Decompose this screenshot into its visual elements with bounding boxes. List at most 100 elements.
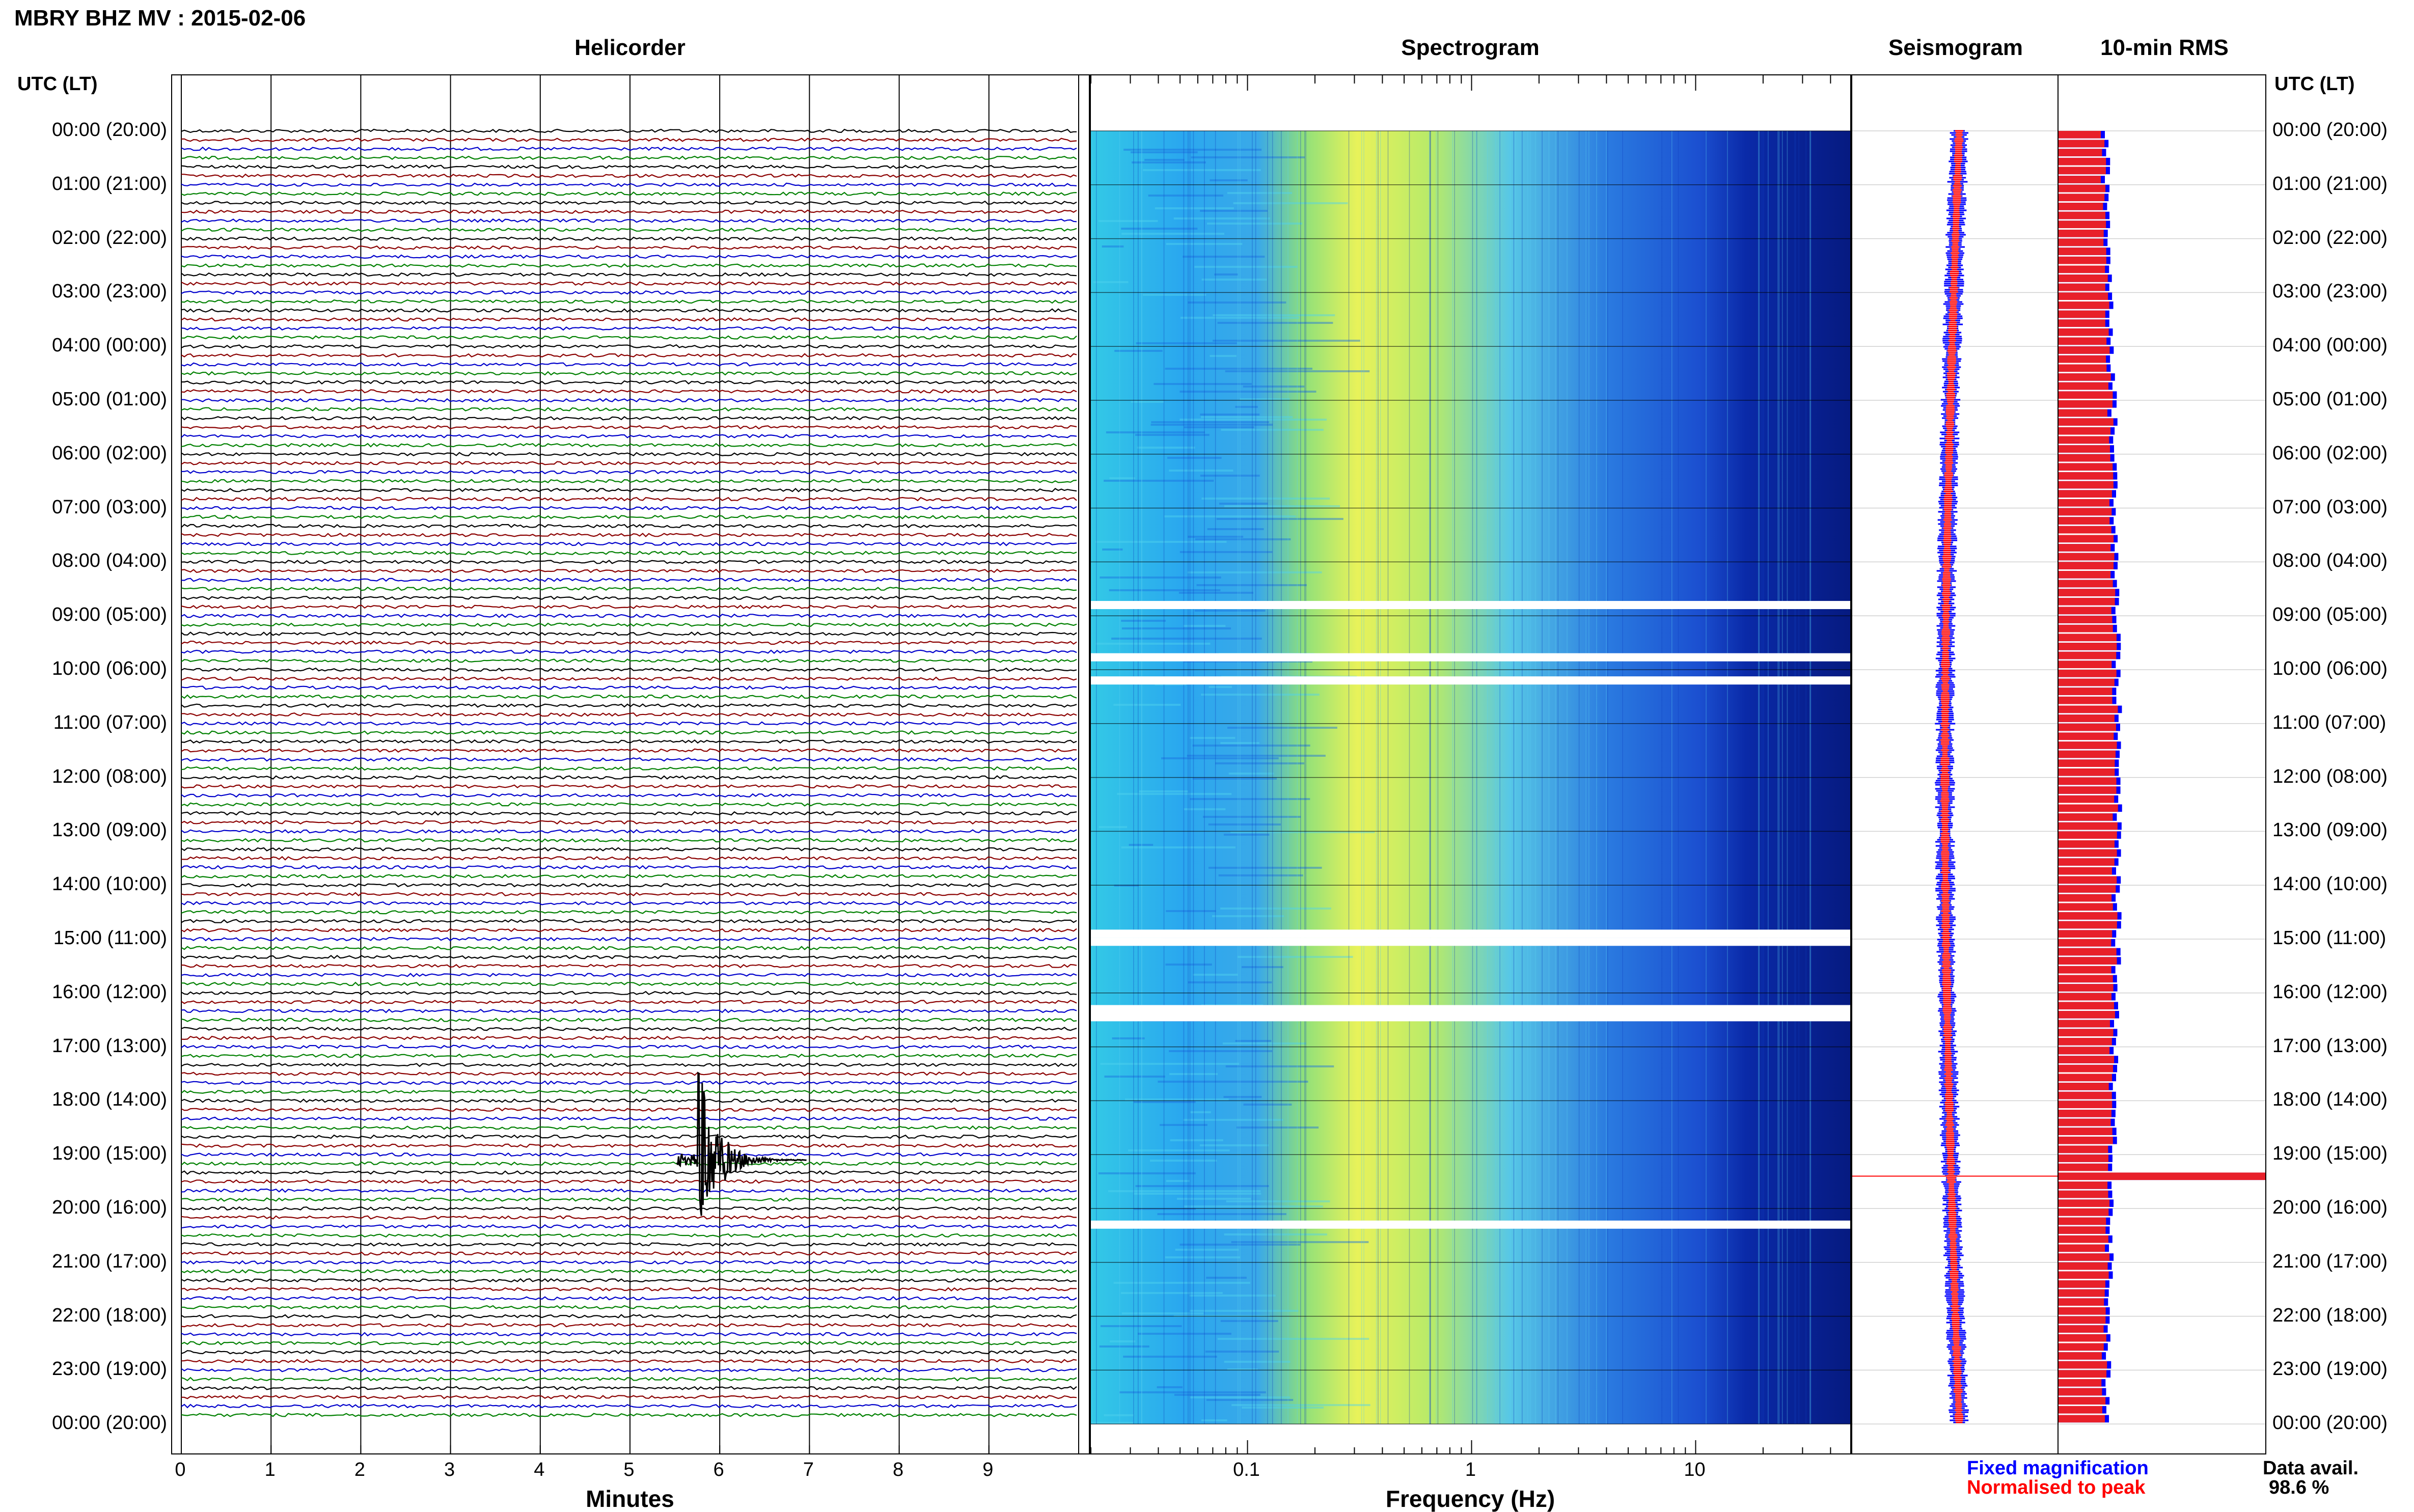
helicorder-trace [181,1080,1077,1085]
helicorder-trace [181,146,1077,151]
spectrogram-streak [1202,816,1301,818]
helicorder-x-tick-label: 8 [893,1459,904,1480]
spectrogram-streak [1129,844,1154,846]
helicorder-trace [181,398,1077,403]
helicorder-trace [181,1044,1077,1049]
spectrogram-streak [1231,1404,1370,1406]
helicorder-trace [181,1269,1077,1274]
spectrogram-x-tick-label: 1 [1465,1459,1476,1480]
rms-bar-normalised [2059,1262,2108,1270]
rms-bar-normalised [2059,1047,2110,1055]
spectrogram-streak [1213,314,1335,316]
helicorder-trace [181,487,1077,492]
spectrogram-streak [1102,548,1123,551]
helicorder-trace [181,847,1077,852]
rms-bar-normalised [2059,409,2107,417]
spectrogram-data-gap [1091,1013,1850,1022]
rms-bar-normalised [2059,1020,2110,1028]
spectrogram-streak [1183,625,1226,627]
spectrogram-streak [1210,355,1237,357]
helicorder-trace [181,1314,1077,1318]
rms-bar-normalised [2059,858,2115,866]
rms-bar-normalised [2059,912,2118,920]
rms-bar-normalised [2059,957,2117,965]
helicorder-trace [181,604,1077,609]
seismogram-title: Seismogram [1888,35,2023,60]
spectrogram-x-tick-label: 0.1 [1233,1459,1260,1480]
spectrogram-streak [1176,1198,1251,1200]
helicorder-trace [181,981,1077,986]
time-label-left: 16:00 (12:00) [51,981,167,1003]
rms-bar-normalised [2059,535,2114,543]
spectrogram-streak [1188,301,1286,304]
helicorder-trace [181,541,1077,546]
spectrogram-streak [1117,793,1232,795]
rms-bar-normalised [2059,624,2113,633]
rms-bar-normalised [2059,921,2117,929]
rms-bar-normalised [2059,301,2109,309]
helicorder-x-tick-label: 3 [444,1459,455,1480]
helicorder-trace [181,200,1077,205]
spectrogram-data-gap [1091,938,1850,946]
helicorder-x-tick-label: 0 [175,1459,186,1480]
rms-bar-normalised [2059,481,2114,489]
spectrogram-streak [1226,1200,1330,1202]
spectrogram-streak [1217,1338,1369,1340]
rms-bar-normalised [2059,1388,2102,1396]
helicorder-trace [181,236,1077,241]
spectrogram-streak [1192,745,1310,747]
helicorder-trace [181,1008,1077,1013]
spectrogram-streak [1243,386,1305,388]
spectrogram-streak [1206,1399,1294,1401]
rms-bar-normalised [2059,1298,2104,1306]
spectrogram-streak [1121,1312,1204,1314]
spectrogram-streak [1216,518,1343,520]
utc-label-left: UTC (LT) [17,73,98,95]
helicorder-trace [181,1386,1077,1391]
spectrogram-streak [1124,1098,1229,1101]
helicorder-trace [181,191,1077,196]
spectrogram-streak [1100,576,1221,579]
helicorder-trace [181,1404,1077,1409]
helicorder-trace [181,560,1077,564]
spectrogram-streak [1243,1104,1292,1106]
rms-bar-normalised [2059,1235,2108,1243]
helicorder-trace [181,245,1077,250]
rms-bar-normalised [2059,1037,2112,1046]
helicorder-trace [181,497,1077,502]
rms-bar-normalised [2059,930,2113,938]
time-label-left: 21:00 (17:00) [51,1250,167,1272]
spectrogram-streak [1121,627,1231,629]
rms-bar-normalised [2059,544,2111,552]
helicorder-x-tick-label: 6 [713,1459,724,1480]
helicorder-trace [181,1134,1077,1139]
rms-bar-normalised [2059,1208,2109,1216]
spectrogram-streak [1187,755,1326,757]
spectrogram-streak [1188,536,1244,538]
time-label-right: 18:00 (14:00) [2272,1089,2388,1111]
helicorder-trace [181,461,1077,465]
rms-bar-normalised [2059,292,2108,300]
rms-bar-normalised [2059,1406,2102,1414]
rms-bar-normalised [2059,661,2112,668]
spectrogram-streak [1137,447,1195,449]
spectrogram-streak [1205,1351,1279,1353]
rms-bar-normalised [2059,229,2104,237]
helicorder-trace [181,1341,1077,1345]
time-label-right: 14:00 (10:00) [2272,873,2388,895]
helicorder-trace [181,1296,1077,1301]
rms-bar-normalised [2059,131,2101,139]
helicorder-trace [181,164,1077,169]
helicorder-trace [181,1206,1077,1211]
spectrogram-streak [1150,1160,1217,1162]
rms-bar-normalised [2059,885,2116,893]
spectrogram-streak [1220,1320,1278,1322]
time-label-left: 13:00 (09:00) [51,819,167,841]
time-label-right: 03:00 (23:00) [2272,281,2388,303]
spectrogram-streak [1112,1037,1145,1039]
rms-bar-normalised [2059,939,2111,947]
helicorder-x-axis-title: Minutes [586,1486,674,1512]
spectrogram-streak [1137,1333,1231,1335]
spectrogram-streak [1174,1394,1260,1396]
time-label-left: 00:00 (20:00) [51,119,167,141]
